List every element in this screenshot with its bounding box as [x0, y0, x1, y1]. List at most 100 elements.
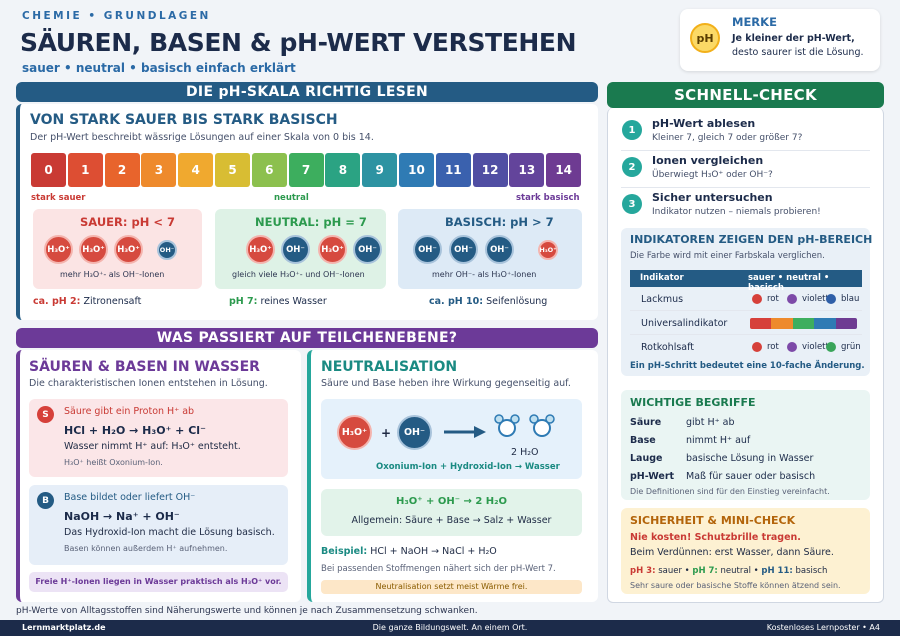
color-label: violett [802, 342, 829, 352]
divider [621, 187, 870, 188]
base-box-title: Base bildet oder liefert OH⁻ [64, 492, 196, 503]
indicator-desc: Die Farbe wird mit einer Farbskala vergl… [630, 251, 825, 261]
term-value: Maß für sauer oder basisch [686, 471, 816, 482]
safety-title: SICHERHEIT & MINI-CHECK [630, 514, 796, 527]
color-dot-red [752, 342, 762, 352]
acids-bases-desc: Die charakteristischen Ionen entstehen i… [29, 378, 268, 389]
divider [630, 334, 862, 335]
ion-oh: OH⁻ [413, 235, 442, 264]
basic-title: BASISCH: pH > 7 [445, 215, 554, 229]
merke-box: pH MERKE Je kleiner der pH-Wert, desto s… [680, 9, 880, 71]
acid-caption: mehr H₃O⁺- als OH⁻-Ionen [60, 270, 165, 279]
ion-oh: OH⁻ [485, 235, 514, 264]
reaction-caption: Oxonium-Ion + Hydroxid-Ion → Wasser [376, 462, 560, 472]
ph-scale-cell-10: 10 [399, 153, 434, 187]
step-number-3: 3 [622, 194, 642, 214]
basic-example: ca. pH 10: Seifenlösung [429, 296, 548, 307]
base-letter-icon: B [37, 492, 54, 509]
ph-scale-desc: Der pH-Wert beschreibt wässrige Lösungen… [30, 132, 374, 143]
neutralisation-title: NEUTRALISATION [321, 359, 458, 375]
merke-line2: desto saurer ist die Lösung. [732, 47, 864, 58]
plus-sign: + [381, 426, 392, 440]
step-title-2: Ionen vergleichen [652, 154, 764, 167]
ion-h3o: H₃O⁺ [318, 235, 347, 264]
ph-scale-cell-14: 14 [546, 153, 582, 187]
color-dot-violet [787, 294, 797, 304]
acid-title: SAUER: pH < 7 [80, 215, 175, 229]
step-desc-1: Kleiner 7, gleich 7 oder größer 7? [652, 133, 803, 143]
ion-oh: OH⁻ [353, 235, 382, 264]
acid-box-note: H₃O⁺ heißt Oxonium-Ion. [64, 458, 163, 467]
universal-color-segment [771, 318, 793, 329]
color-dot-red [752, 294, 762, 304]
acid-box-title: Säure gibt ein Proton H⁺ ab [64, 406, 195, 417]
color-label: violett [802, 294, 829, 304]
term-key: Base [630, 435, 656, 446]
page-title: SÄUREN, BASEN & pH-WERT VERSTEHEN [20, 28, 577, 57]
indicator-note: Ein pH-Schritt bedeutet eine 10-fache Än… [630, 361, 865, 371]
ion-h3o: H₃O⁺ [44, 235, 73, 264]
arrow-right-icon [444, 426, 486, 438]
page-subtitle: sauer • neutral • basisch einfach erklär… [22, 61, 296, 75]
color-label: rot [767, 342, 779, 352]
neutralisation-general: Allgemein: Säure + Base → Salz + Wasser [351, 515, 552, 526]
ion-oh: OH⁻ [397, 415, 432, 450]
neutralisation-note: Bei passenden Stoffmengen nähert sich de… [321, 564, 556, 574]
step-desc-2: Überwiegt H₃O⁺ oder OH⁻? [652, 170, 773, 180]
base-box-text: Das Hydroxid-Ion macht die Lösung basisc… [64, 527, 275, 538]
base-equation: NaOH → Na⁺ + OH⁻ [64, 510, 180, 523]
base-box-note: Basen können außerdem H⁺ aufnehmen. [64, 544, 228, 553]
section-banner-ph-scale: DIE pH-SKALA RICHTIG LESEN [16, 82, 598, 102]
terms-box [621, 390, 870, 500]
ion-h3o: H₃O⁺ [114, 235, 143, 264]
water-molecule-icon [494, 414, 555, 437]
ph-scale-cell-13: 13 [509, 153, 545, 187]
ph-scale-cell-11: 11 [435, 153, 471, 187]
footer-bar: Lernmarktplatz.de Die ganze Bildungswelt… [0, 620, 900, 636]
term-key: Säure [630, 417, 662, 428]
step-title-1: pH-Wert ablesen [652, 117, 756, 130]
ph-scale-cell-7: 7 [288, 153, 324, 187]
col-range: sauer • neutral • basisch [748, 273, 830, 293]
term-value: gibt H⁺ ab [686, 417, 735, 428]
term-value: nimmt H⁺ auf [686, 435, 751, 446]
merke-line1: Je kleiner der pH-Wert, [732, 33, 855, 44]
color-label: blau [841, 294, 860, 304]
water-label: 2 H₂O [511, 447, 539, 458]
ph-scale-cell-12: 12 [472, 153, 508, 187]
safety-note: Sehr saure oder basische Stoffe können ä… [630, 581, 841, 590]
indicator-name: Rotkohlsaft [641, 342, 695, 353]
acid-letter-icon: S [37, 406, 54, 423]
label-neutral: neutral [274, 193, 309, 203]
merke-title: MERKE [732, 15, 777, 29]
indicator-table-header: Indikator sauer • neutral • basisch [630, 270, 862, 293]
universal-color-segment [835, 318, 857, 329]
section-banner-particles: WAS PASSIERT AUF TEILCHENEBENE? [16, 328, 598, 348]
color-label: rot [767, 294, 779, 304]
divider [630, 310, 862, 311]
ion-oh: OH⁻ [449, 235, 478, 264]
terms-title: WICHTIGE BEGRIFFE [630, 396, 756, 409]
footer-right: Kostenloses Lernposter • A4 [766, 623, 880, 632]
acid-example: ca. pH 2: Zitronensaft [33, 296, 142, 307]
step-desc-3: Indikator nutzen – niemals probieren! [652, 207, 821, 217]
ion-oh: OH⁻ [157, 240, 177, 260]
quick-check-banner: SCHNELL-CHECK [607, 82, 884, 108]
ph-scale-cell-9: 9 [362, 153, 398, 187]
label-strong-basic: stark basisch [516, 193, 580, 203]
indicator-name: Lackmus [641, 294, 684, 305]
neutral-caption: gleich viele H₃O⁺- und OH⁻-Ionen [232, 270, 365, 279]
ph-scale-cell-8: 8 [325, 153, 361, 187]
basic-caption: mehr OH⁻- als H₃O⁺-Ionen [432, 270, 537, 279]
ph-scale-cell-0: 0 [31, 153, 66, 187]
safety-line: Beim Verdünnen: erst Wasser, dann Säure. [630, 547, 834, 558]
warning-heat: Neutralisation setzt meist Wärme frei. [321, 580, 582, 594]
color-dot-violet [787, 342, 797, 352]
universal-color-bar [750, 318, 857, 329]
footer-site-link[interactable]: Lernmarktplatz.de [22, 623, 106, 632]
ph-scale-cell-3: 3 [141, 153, 177, 187]
neutral-example: pH 7: reines Wasser [229, 296, 327, 307]
ph-scale-cell-6: 6 [251, 153, 287, 187]
indicator-title: INDIKATOREN ZEIGEN DEN pH-BEREICH [630, 233, 873, 246]
term-key: pH-Wert [630, 471, 675, 482]
